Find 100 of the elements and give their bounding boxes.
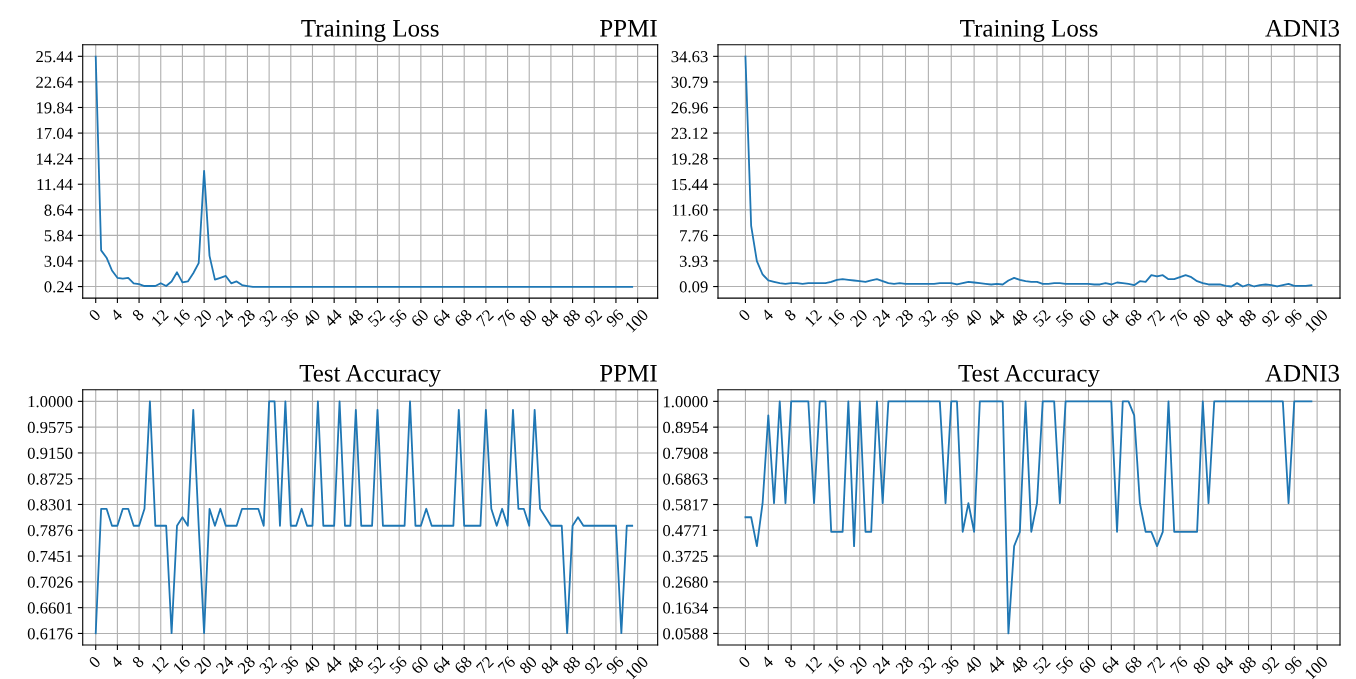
- y-tick-label: 14.24: [36, 153, 73, 165]
- x-tick-label: 12: [804, 308, 823, 327]
- y-tick-label: 0.1634: [663, 602, 709, 614]
- x-tick-label: 80: [518, 655, 538, 675]
- y-tick-label: 0.3725: [663, 550, 708, 563]
- x-tick-label: 40: [301, 655, 321, 675]
- x-tick-label: 28: [895, 308, 914, 328]
- x-tick-label: 36: [280, 308, 300, 328]
- y-tick-label: 0.9575: [27, 421, 73, 434]
- y-tick-label: 0.8301: [27, 499, 72, 511]
- x-tick-label: 84: [1215, 655, 1235, 675]
- x-tick-label: 84: [1215, 308, 1235, 328]
- y-tick-label: 0.8954: [663, 421, 709, 434]
- x-tick-label: 80: [1192, 308, 1212, 328]
- y-tick-label: 0.6863: [663, 473, 708, 485]
- chart-title: Test Accuracy: [299, 364, 442, 387]
- x-tick-label: 52: [367, 308, 386, 328]
- chart-subtitle: PPMI: [600, 365, 657, 382]
- x-tick-label: 76: [497, 308, 517, 328]
- x-tick-label: 72: [475, 655, 494, 674]
- x-tick-label: 96: [605, 308, 625, 328]
- chart-subtitle: ADNI3: [1265, 364, 1340, 382]
- x-tick-label: 0: [737, 655, 751, 669]
- y-tick-label: 0.6176: [27, 628, 73, 640]
- chart-subtitle: ADNI3: [1265, 19, 1340, 37]
- x-tick-label: 60: [1078, 655, 1097, 675]
- x-tick-label: 68: [1123, 308, 1143, 328]
- x-tick-label: 56: [389, 655, 408, 675]
- x-tick-label: 28: [237, 308, 256, 328]
- x-tick-label: 24: [215, 308, 235, 328]
- line-series: [94, 400, 634, 635]
- x-tick-label: 12: [150, 308, 169, 327]
- y-tick-label: 0.7908: [663, 447, 708, 459]
- y-tick-label: 0.7876: [27, 524, 73, 537]
- x-tick-label: 88: [1238, 308, 1257, 328]
- x-tick-label: 0: [88, 655, 102, 669]
- y-tick-label: 0.8725: [27, 473, 73, 485]
- y-tick-label: 30.79: [671, 76, 708, 88]
- y-tick-label: 15.44: [672, 179, 709, 191]
- x-tick-label: 24: [872, 655, 892, 675]
- y-tick-label: 11.60: [672, 204, 708, 216]
- y-tick-label: 0.09: [679, 281, 708, 293]
- x-tick-label: 12: [150, 655, 169, 674]
- x-tick-label: 32: [918, 308, 937, 328]
- x-tick-label: 0: [88, 308, 102, 322]
- x-tick-label: 60: [410, 655, 430, 675]
- x-tick-label: 32: [258, 308, 278, 328]
- x-tick-label: 72: [475, 308, 494, 327]
- x-tick-label: 20: [849, 308, 869, 328]
- y-tick-label: 23.12: [671, 127, 708, 140]
- x-tick-label: 40: [963, 308, 983, 328]
- chart-title: Test Accuracy: [958, 364, 1100, 387]
- y-tick-label: 3.04: [44, 255, 73, 268]
- y-tick-label: 0.7451: [27, 550, 72, 563]
- y-tick-label: 26.96: [671, 102, 708, 114]
- y-tick-label: 0.9150: [27, 447, 73, 459]
- x-tick-label: 20: [849, 655, 869, 675]
- chart-subtitle: PPMI: [600, 20, 657, 37]
- y-tick-label: 17.04: [36, 127, 73, 140]
- x-tick-label: 4: [760, 308, 774, 322]
- x-tick-label: 12: [804, 655, 823, 674]
- x-tick-label: 16: [827, 308, 846, 327]
- x-tick-label: 32: [258, 655, 278, 675]
- y-tick-label: 25.44: [36, 51, 73, 63]
- x-tick-label: 8: [783, 308, 797, 322]
- x-tick-label: 8: [131, 655, 145, 669]
- x-tick-label: 20: [193, 308, 213, 328]
- x-tick-label: 68: [1123, 655, 1143, 675]
- x-tick-label: 8: [131, 308, 145, 322]
- x-tick-label: 16: [172, 655, 191, 674]
- x-tick-label: 40: [301, 308, 321, 328]
- x-tick-label: 28: [895, 655, 914, 675]
- x-tick-label: 72: [1146, 308, 1166, 327]
- x-tick-label: 96: [1283, 655, 1303, 675]
- x-tick-label: 92: [583, 308, 603, 328]
- x-tick-label: 0: [737, 308, 751, 322]
- y-tick-label: 8.64: [44, 204, 73, 216]
- x-tick-label: 20: [193, 655, 213, 675]
- y-tick-label: 3.93: [679, 255, 708, 267]
- x-tick-label: 76: [1169, 655, 1189, 675]
- x-tick-label: 100: [624, 308, 649, 333]
- x-tick-label: 16: [172, 308, 191, 327]
- line-series: [744, 400, 1313, 635]
- x-tick-label: 56: [1055, 655, 1075, 675]
- x-tick-label: 64: [432, 308, 452, 328]
- x-tick-label: 100: [1304, 655, 1329, 679]
- y-tick-label: 19.28: [672, 153, 708, 165]
- x-tick-label: 84: [540, 308, 560, 328]
- x-tick-label: 52: [367, 655, 386, 675]
- x-tick-label: 40: [963, 655, 983, 675]
- x-tick-label: 28: [237, 655, 256, 675]
- y-tick-label: 0.2680: [663, 576, 708, 588]
- x-tick-label: 72: [1146, 655, 1166, 674]
- x-tick-label: 24: [872, 308, 892, 328]
- x-tick-label: 92: [1260, 308, 1280, 328]
- x-tick-label: 96: [1283, 308, 1303, 328]
- x-tick-label: 52: [1032, 655, 1051, 675]
- x-tick-label: 4: [760, 655, 774, 669]
- x-tick-label: 36: [940, 655, 960, 675]
- x-tick-label: 88: [562, 308, 581, 328]
